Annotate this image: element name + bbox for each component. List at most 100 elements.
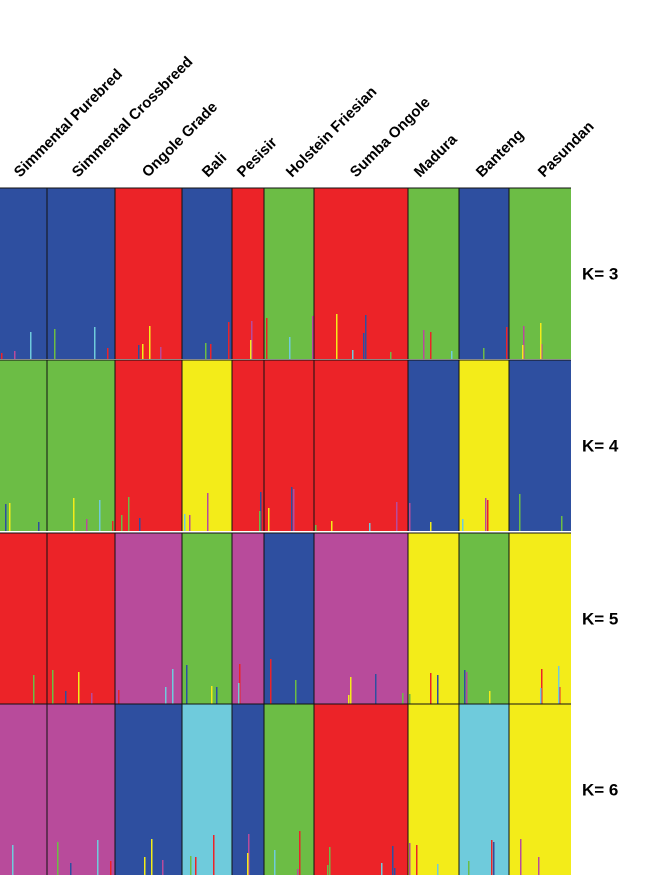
population-block — [408, 188, 459, 359]
admixture-streak — [57, 842, 59, 875]
admixture-streak — [506, 327, 508, 359]
population-block — [0, 360, 47, 531]
population-block — [115, 533, 182, 704]
population-block — [264, 704, 314, 875]
admixture-streak — [350, 677, 352, 704]
admixture-streak — [416, 845, 418, 875]
population-block — [0, 704, 47, 875]
population-block — [509, 360, 571, 531]
admixture-streak — [483, 348, 485, 359]
admixture-streak — [402, 693, 404, 704]
admixture-streak — [541, 344, 543, 359]
k-panel — [0, 532, 571, 704]
k-label: K= 6 — [582, 781, 618, 800]
admixture-streak — [142, 344, 144, 359]
admixture-streak — [558, 666, 560, 704]
admixture-streak — [172, 669, 174, 704]
ancestry-bars — [0, 187, 571, 875]
admixture-streak — [107, 348, 109, 359]
population-block — [459, 360, 509, 531]
admixture-streak — [110, 861, 112, 875]
admixture-streak — [54, 329, 56, 359]
admixture-streak — [327, 865, 329, 875]
admixture-streak — [365, 315, 367, 359]
admixture-streak — [210, 344, 212, 359]
population-block — [115, 704, 182, 875]
admixture-streak — [160, 347, 162, 359]
admixture-streak — [247, 853, 249, 875]
admixture-streak — [251, 321, 253, 359]
admixture-streak — [118, 690, 120, 704]
admixture-streak — [112, 521, 114, 531]
population-block — [459, 188, 509, 359]
admixture-streak — [289, 337, 291, 359]
population-block — [182, 188, 232, 359]
admixture-streak — [451, 351, 453, 359]
population-block — [264, 533, 314, 704]
admixture-streak — [538, 857, 540, 875]
admixture-streak — [38, 522, 40, 531]
k-panel — [0, 703, 571, 875]
admixture-streak — [369, 523, 371, 531]
population-block — [408, 360, 459, 531]
admixture-streak — [9, 503, 11, 531]
admixture-streak — [493, 842, 495, 875]
population-block — [408, 704, 459, 875]
admixture-streak — [297, 869, 299, 875]
admixture-streak — [462, 519, 464, 531]
admixture-streak — [211, 686, 213, 704]
admixture-streak — [390, 352, 392, 359]
admixture-streak — [78, 672, 80, 704]
admixture-streak — [165, 687, 167, 704]
population-block — [115, 360, 182, 531]
admixture-streak — [189, 515, 191, 531]
admixture-streak — [248, 834, 250, 875]
k-label: K= 3 — [582, 265, 618, 284]
population-block — [459, 704, 509, 875]
admixture-streak — [559, 687, 561, 704]
admixture-streak — [348, 695, 350, 704]
admixture-streak — [1, 353, 3, 359]
admixture-streak — [336, 314, 338, 359]
admixture-streak — [70, 863, 72, 875]
admixture-streak — [485, 498, 487, 531]
admixture-streak — [33, 675, 35, 704]
admixture-streak — [138, 345, 140, 359]
admixture-streak — [468, 861, 470, 875]
population-block — [47, 360, 115, 531]
admixture-streak — [520, 839, 522, 875]
admixture-streak — [523, 326, 525, 359]
admixture-streak — [260, 492, 262, 531]
admixture-streak — [381, 863, 383, 875]
admixture-streak — [190, 856, 192, 875]
k-panel — [0, 187, 571, 359]
admixture-streak — [30, 332, 32, 359]
population-block — [232, 360, 264, 531]
admixture-streak — [541, 669, 543, 704]
admixture-streak — [315, 525, 317, 531]
population-block — [314, 533, 408, 704]
population-block — [182, 704, 232, 875]
admixture-streak — [91, 693, 93, 704]
population-label: Bali — [199, 149, 230, 180]
population-block — [232, 533, 264, 704]
admixture-streak — [409, 843, 411, 875]
admixture-streak — [464, 670, 466, 704]
population-block — [408, 533, 459, 704]
admixture-streak — [291, 487, 293, 531]
admixture-streak — [540, 688, 542, 704]
admixture-streak — [519, 494, 521, 531]
admixture-streak — [186, 665, 188, 704]
admixture-streak — [487, 500, 489, 531]
population-block — [314, 360, 408, 531]
admixture-streak — [73, 498, 75, 531]
population-block — [314, 704, 408, 875]
admixture-streak — [466, 672, 468, 704]
population-block — [182, 533, 232, 704]
population-label: Madura — [411, 131, 461, 181]
admixture-streak — [437, 675, 439, 704]
admixture-streak — [238, 683, 240, 704]
population-block — [0, 533, 47, 704]
